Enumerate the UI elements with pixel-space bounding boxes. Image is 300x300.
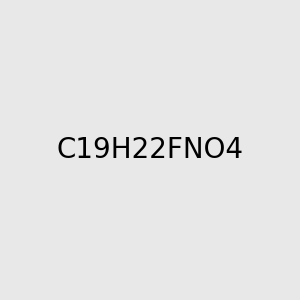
Text: C19H22FNO4: C19H22FNO4	[56, 136, 244, 164]
